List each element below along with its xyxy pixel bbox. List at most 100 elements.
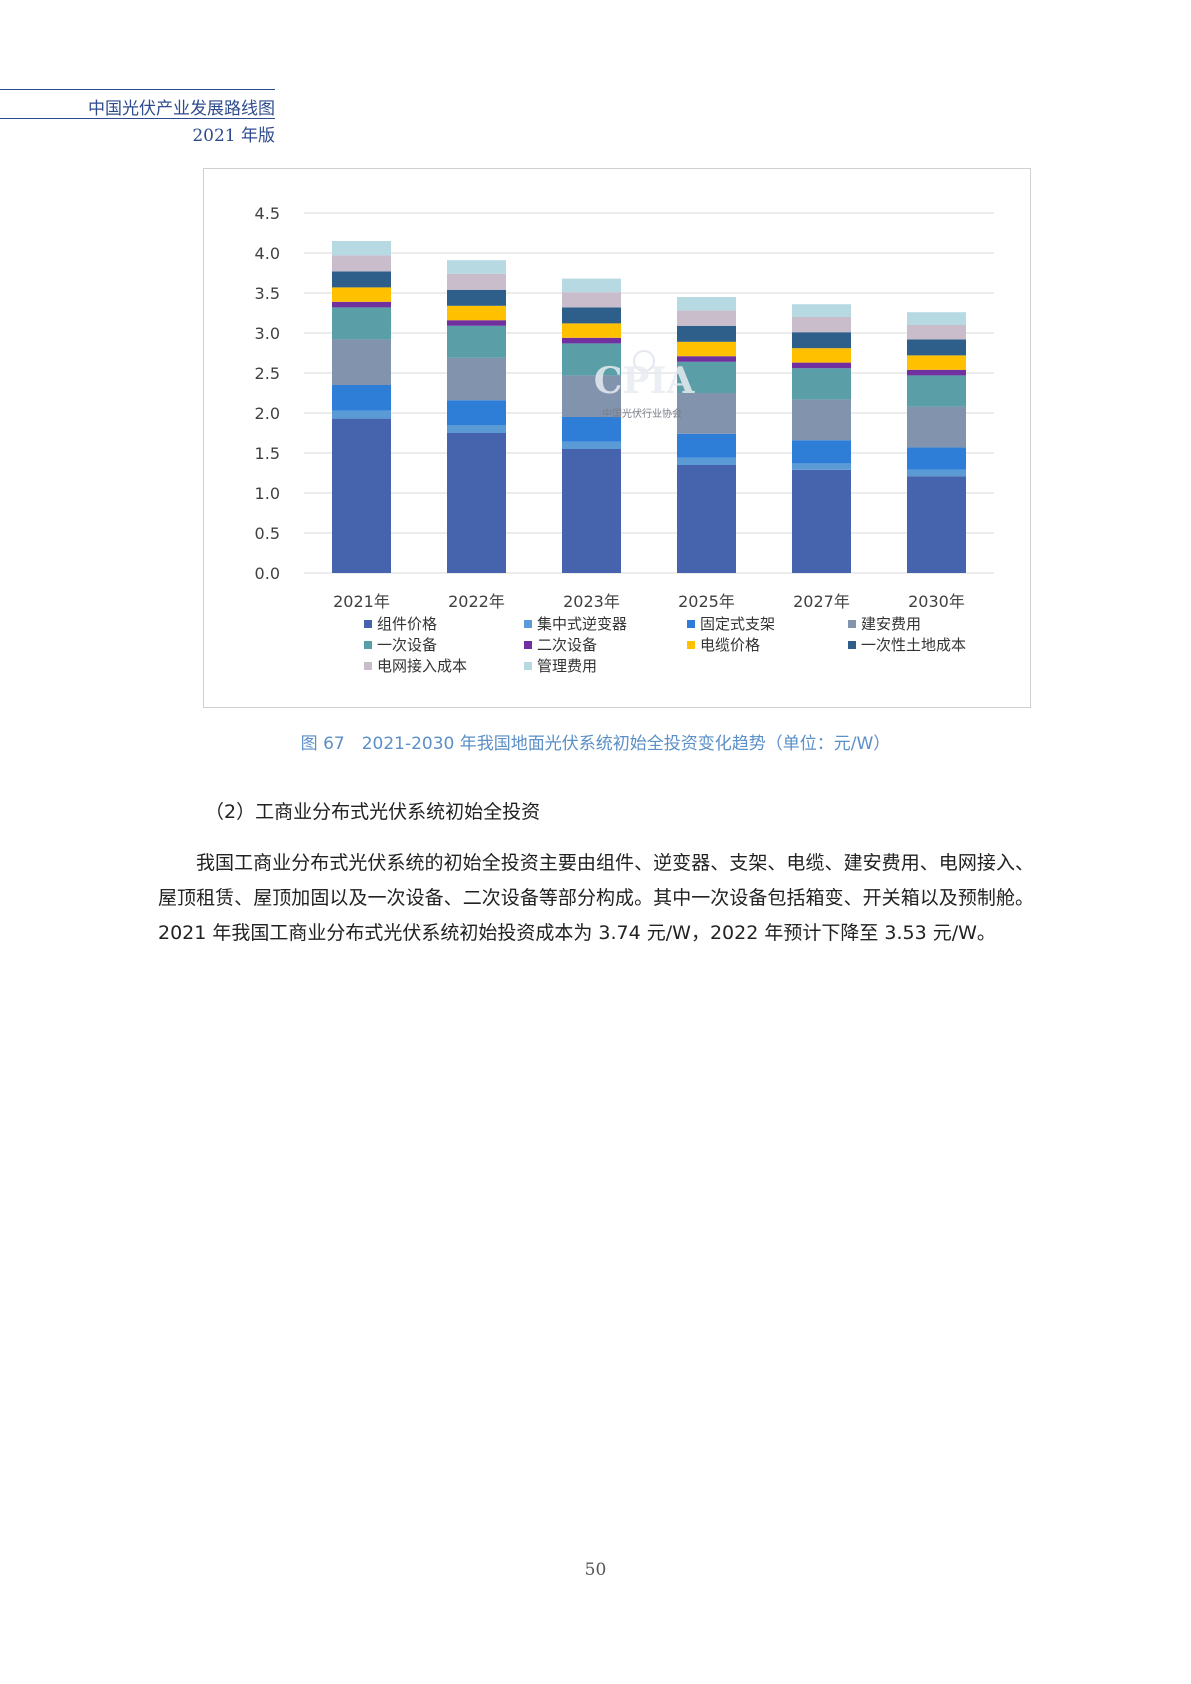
header-title: 中国光伏产业发展路线图 — [88, 99, 275, 119]
legend-label: 集中式逆变器 — [537, 615, 627, 633]
bar-segment — [677, 457, 736, 465]
legend-swatch — [364, 662, 372, 670]
bar-segment — [562, 417, 621, 442]
bar-segment — [792, 463, 851, 470]
figure-caption: 图 67 2021-2030 年我国地面光伏系统初始全投资变化趋势（单位：元/W… — [300, 734, 891, 754]
bar-segment — [447, 273, 506, 290]
x-tick-label: 2022年 — [448, 592, 505, 611]
legend-swatch — [848, 620, 856, 628]
bar-segment — [332, 307, 391, 340]
y-tick-label: 4.5 — [255, 204, 280, 223]
bar-segment — [447, 425, 506, 433]
y-tick-label: 2.0 — [255, 404, 280, 423]
bar-segment — [677, 393, 736, 434]
watermark-logo: CPIA — [594, 360, 696, 402]
y-tick-label: 3.5 — [255, 284, 280, 303]
bar-segment — [907, 476, 966, 573]
bar-segment — [562, 337, 621, 344]
stacked-bar-chart: 0.0 0.5 1.0 1.5 2.0 2.5 3.0 3.5 4.0 4.5 2021年 2022年… — [255, 204, 994, 675]
bar-segment — [907, 312, 966, 325]
bar-segment — [332, 271, 391, 288]
legend-label: 一次性土地成本 — [861, 636, 966, 654]
watermark-sun-icon — [633, 350, 655, 372]
bar-segment — [447, 357, 506, 401]
bar-segment — [907, 325, 966, 340]
legend-label: 电网接入成本 — [377, 657, 467, 675]
y-tick-label: 1.0 — [255, 484, 280, 503]
bar-segment — [907, 406, 966, 448]
y-tick-label: 1.5 — [255, 444, 280, 463]
y-tick-label: 4.0 — [255, 244, 280, 263]
bar-segment — [447, 260, 506, 274]
bar-segment — [447, 325, 506, 358]
bar-segment — [677, 325, 736, 342]
x-tick-label: 2021年 — [333, 592, 390, 611]
legend-swatch — [524, 620, 532, 628]
legend-label: 二次设备 — [537, 636, 597, 654]
bar-segment — [792, 440, 851, 464]
header-edition: 2021 年版 — [192, 126, 275, 146]
y-tick-label: 0.0 — [255, 564, 280, 583]
bar-segment — [562, 292, 621, 308]
bar-segment — [677, 297, 736, 311]
header-rule-middle — [0, 118, 275, 119]
x-tick-label: 2025年 — [678, 592, 735, 611]
page-number: 50 — [584, 1560, 607, 1580]
legend-swatch — [848, 641, 856, 649]
bar-segment — [907, 339, 966, 356]
bar-segment — [677, 465, 736, 573]
legend-label: 建安费用 — [861, 615, 921, 633]
bar-segment — [907, 369, 966, 376]
bar-segment — [562, 278, 621, 293]
bar-segment — [792, 362, 851, 369]
legend-swatch — [364, 641, 372, 649]
y-tick-label: 2.5 — [255, 364, 280, 383]
bar-segment — [562, 449, 621, 573]
legend-swatch — [524, 641, 532, 649]
legend-swatch — [687, 641, 695, 649]
legend-label: 管理费用 — [537, 657, 597, 675]
bar-segment — [447, 305, 506, 321]
bar-segment — [447, 289, 506, 306]
bar-segment — [332, 418, 391, 573]
bar-segment — [562, 441, 621, 449]
bar-segment — [677, 433, 736, 458]
bar-segment — [332, 385, 391, 411]
bar-segment — [447, 320, 506, 326]
bar-segment — [792, 368, 851, 400]
legend-swatch — [687, 620, 695, 628]
legend-label: 电缆价格 — [700, 636, 760, 654]
bar-segment — [447, 400, 506, 425]
watermark-subtext: 中国光伏行业协会 — [602, 407, 682, 420]
bar-segment — [562, 323, 621, 338]
bar-segment — [332, 287, 391, 302]
bar-segment — [907, 469, 966, 477]
bar-segment — [562, 375, 621, 417]
bar-segment — [677, 361, 736, 393]
y-tick-label: 0.5 — [255, 524, 280, 543]
bar-segment — [792, 304, 851, 317]
legend-label: 一次设备 — [377, 636, 437, 654]
chart-frame: 0.0 0.5 1.0 1.5 2.0 2.5 3.0 3.5 4.0 4.5 2021年 2022年… — [203, 168, 1031, 708]
bar-segment — [332, 255, 391, 272]
bar-segment — [792, 399, 851, 441]
x-tick-label: 2027年 — [793, 592, 850, 611]
x-tick-label: 2030年 — [908, 592, 965, 611]
bar-segment — [677, 310, 736, 326]
bar-segment — [332, 410, 391, 419]
legend-swatch — [364, 620, 372, 628]
legend-label: 组件价格 — [377, 615, 437, 633]
bar-segment — [562, 343, 621, 376]
bar-segment — [677, 356, 736, 362]
header-rule-top — [0, 89, 275, 90]
bar-segment — [332, 339, 391, 385]
bar-segment — [792, 469, 851, 573]
bar-segment — [792, 317, 851, 333]
legend-label: 固定式支架 — [700, 615, 775, 633]
legend-swatch — [524, 662, 532, 670]
bar-segment — [907, 355, 966, 370]
bar-segment — [792, 332, 851, 349]
y-tick-label: 3.0 — [255, 324, 280, 343]
bar-segment — [677, 341, 736, 357]
x-tick-label: 2023年 — [563, 592, 620, 611]
